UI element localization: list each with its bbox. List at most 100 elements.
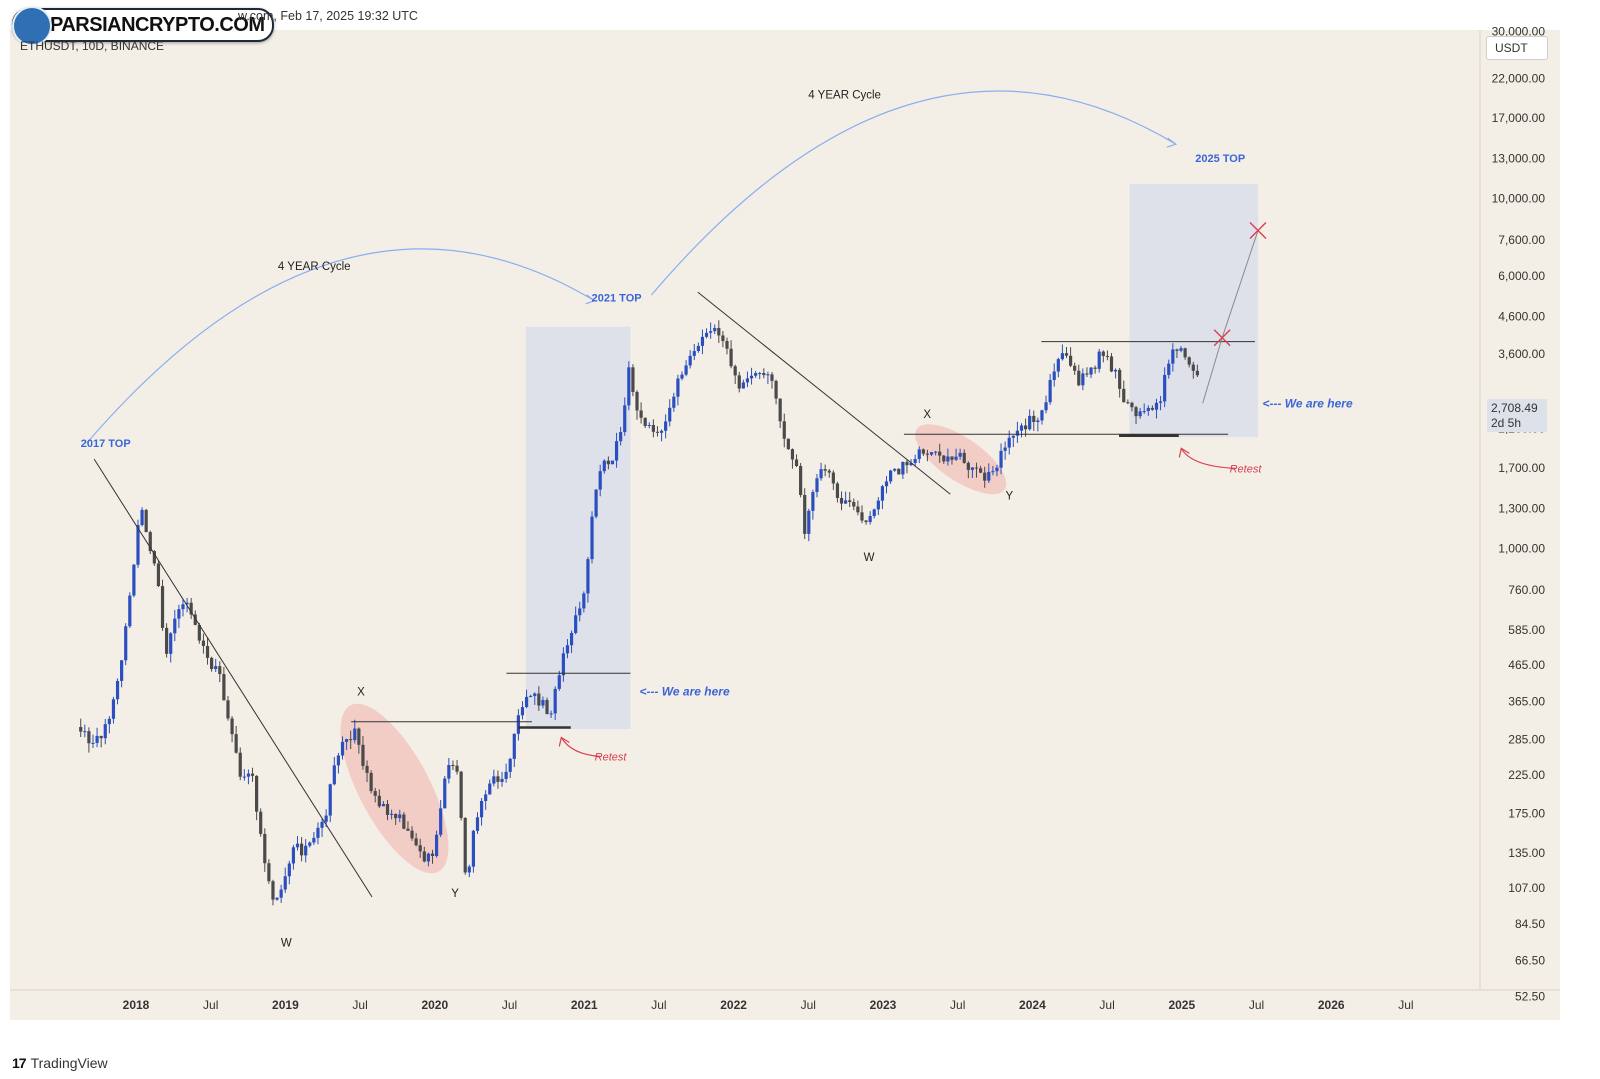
candle-body bbox=[876, 500, 880, 510]
candle-body bbox=[1179, 348, 1183, 351]
price-tick-label: 13,000.00 bbox=[1492, 152, 1546, 166]
highlight-zones bbox=[525, 184, 1258, 729]
candle-body bbox=[500, 778, 504, 782]
candle-body bbox=[152, 551, 156, 564]
candle-body bbox=[275, 897, 279, 900]
candle-body bbox=[210, 657, 214, 670]
candle-body bbox=[246, 773, 251, 777]
candle-body bbox=[1044, 402, 1048, 411]
price-tick-label: 465.00 bbox=[1508, 658, 1545, 672]
price-tick-label: 285.00 bbox=[1508, 732, 1545, 746]
footer-brand[interactable]: 17 TradingView bbox=[12, 1055, 108, 1071]
annotation-y1: Y bbox=[451, 888, 459, 900]
annotation-retest1: Retest bbox=[595, 751, 628, 763]
candle-body bbox=[111, 699, 116, 719]
candle-body bbox=[1081, 373, 1085, 386]
candle-body bbox=[942, 455, 946, 462]
candle-body bbox=[1068, 355, 1073, 366]
price-tick-label: 1,300.00 bbox=[1498, 502, 1545, 516]
candle-body bbox=[332, 765, 336, 785]
candle-body bbox=[357, 728, 361, 745]
candle-body bbox=[1158, 401, 1163, 403]
candle-body bbox=[255, 775, 259, 812]
candle-body bbox=[590, 516, 594, 560]
candle-body bbox=[336, 755, 341, 766]
candle-body bbox=[353, 728, 357, 741]
candle-body bbox=[684, 365, 688, 375]
candle-body bbox=[218, 666, 222, 675]
price-tick-label: 1,700.00 bbox=[1498, 461, 1545, 475]
retest-arrow bbox=[1180, 448, 1236, 469]
annotation-labels: 2017 TOP 2021 TOP 2025 TOP 4 YEAR Cycle 4 YE… bbox=[81, 90, 1353, 950]
price-tick-label: 7,600.00 bbox=[1498, 233, 1545, 247]
candle-body bbox=[884, 481, 889, 487]
candle-body bbox=[340, 741, 345, 756]
brand-logo[interactable]: PARSIANCRYPTO.COM bbox=[12, 6, 275, 46]
candle-body bbox=[1146, 407, 1150, 412]
price-axis-background bbox=[1480, 30, 1560, 990]
candle-body bbox=[635, 391, 639, 411]
candle-body bbox=[1073, 365, 1077, 371]
candle-body bbox=[623, 405, 627, 433]
candle-body bbox=[860, 512, 864, 521]
candle-body bbox=[1134, 407, 1138, 417]
candle-body bbox=[868, 516, 872, 523]
time-tick-label: 2022 bbox=[720, 998, 747, 1012]
annotation-y2: Y bbox=[1006, 491, 1014, 503]
candle-body bbox=[921, 449, 925, 454]
candle-body bbox=[565, 645, 570, 654]
candle-body bbox=[856, 506, 860, 513]
candle-body bbox=[1109, 356, 1114, 372]
annotation-here2: <--- We are here bbox=[1262, 396, 1352, 410]
candle-body bbox=[754, 373, 758, 376]
candle-body bbox=[925, 453, 930, 455]
candle-body bbox=[651, 424, 655, 432]
candle-body bbox=[594, 489, 598, 517]
candle-body bbox=[520, 707, 525, 716]
candle-body bbox=[827, 470, 831, 473]
candle-body bbox=[733, 366, 737, 376]
candle-body bbox=[324, 815, 328, 822]
candle-body bbox=[361, 744, 365, 766]
candle-body bbox=[606, 460, 610, 465]
candle-body bbox=[120, 660, 124, 681]
candle-body bbox=[889, 470, 893, 482]
price-tick-label: 135.00 bbox=[1508, 846, 1545, 860]
time-tick-label: 2019 bbox=[272, 998, 299, 1012]
candle-body bbox=[1122, 388, 1126, 403]
candle-body bbox=[745, 378, 750, 383]
target-x-mark bbox=[1213, 329, 1231, 347]
candle-body bbox=[479, 800, 484, 818]
price-tick-label: 1,000.00 bbox=[1498, 542, 1545, 556]
price-tick-label: 84.50 bbox=[1515, 917, 1545, 931]
candle-body bbox=[643, 417, 647, 426]
price-tick-label: 760.00 bbox=[1508, 583, 1545, 597]
cycle-arc bbox=[86, 248, 595, 444]
annotation-retest2: Retest bbox=[1230, 463, 1263, 475]
currency-selector[interactable]: USDT bbox=[1486, 36, 1548, 60]
candle-body bbox=[79, 727, 83, 732]
candle-body bbox=[688, 355, 692, 366]
symbol-line[interactable]: ETHUSDT, 10D, BINANCE bbox=[20, 39, 165, 53]
candle-body bbox=[226, 700, 230, 719]
candle-body bbox=[905, 461, 909, 466]
candle-body bbox=[300, 843, 304, 856]
candle-body bbox=[267, 863, 271, 882]
time-tick-label: Jul bbox=[1099, 998, 1114, 1012]
candle-body bbox=[140, 509, 144, 526]
candle-body bbox=[839, 497, 844, 504]
candle-body bbox=[831, 472, 835, 484]
price-tick-label: 365.00 bbox=[1508, 695, 1545, 709]
candle-body bbox=[128, 595, 132, 627]
candle-body bbox=[815, 478, 819, 493]
candle-body bbox=[692, 351, 696, 356]
candle-body bbox=[586, 559, 590, 594]
candle-body bbox=[970, 467, 975, 470]
candle-body bbox=[287, 863, 291, 877]
candle-body bbox=[901, 461, 905, 475]
candle-body bbox=[938, 451, 942, 456]
candle-body bbox=[639, 410, 643, 418]
price-tick-label: 6,000.00 bbox=[1498, 269, 1545, 283]
candle-body bbox=[320, 821, 324, 828]
